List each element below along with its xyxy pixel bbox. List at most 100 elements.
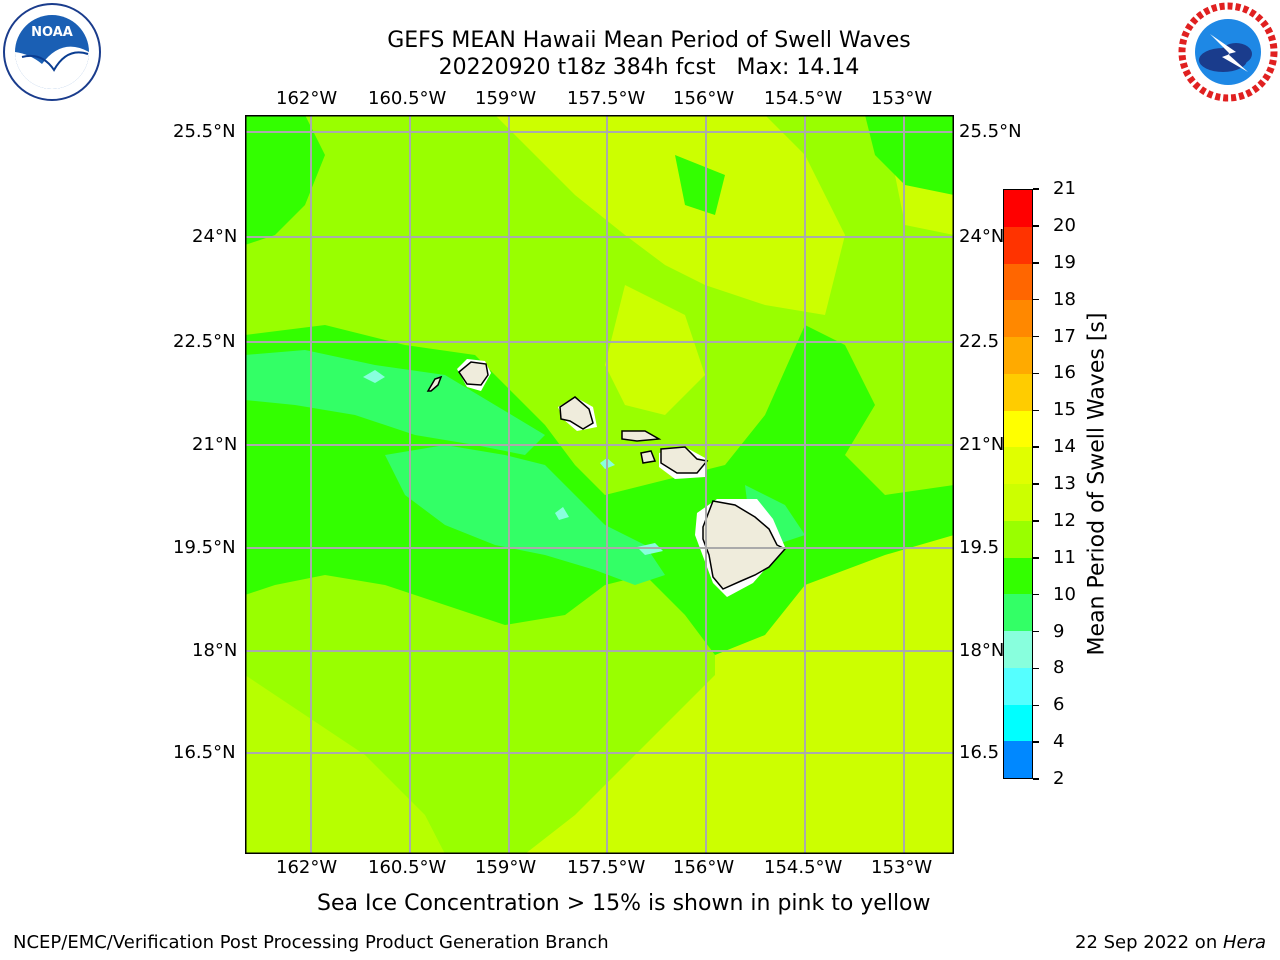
- lon-label-bottom: 156°W: [673, 857, 735, 878]
- lat-label-right: 24°N: [959, 226, 1005, 247]
- colorbar-tick-label: 9: [1053, 620, 1065, 642]
- lat-label-right: 16.5: [959, 742, 1000, 763]
- colorbar-tick-mark: [1033, 630, 1039, 633]
- island-maui: [660, 446, 709, 474]
- colorbar-tick-label: 11: [1053, 546, 1076, 568]
- lon-label-bottom: 159°W: [475, 857, 537, 878]
- lon-label-top: 160.5°W: [368, 88, 447, 109]
- hawaiian-islands[interactable]: [426, 361, 787, 590]
- lon-label-top: 153°W: [871, 88, 933, 109]
- colorbar-tick-mark: [1033, 778, 1039, 780]
- nws-logo: [1178, 2, 1278, 102]
- colorbar-tick-mark: [1033, 667, 1039, 670]
- noaa-logo-text: NOAA: [31, 25, 73, 40]
- colorbar-tick-mark: [1033, 409, 1039, 411]
- island-hawaii: [702, 500, 787, 590]
- colorbar: [1003, 189, 1033, 779]
- colorbar-segment: [1004, 704, 1032, 742]
- lon-label-top: 156°W: [673, 88, 735, 109]
- colorbar-tick-mark: [1033, 483, 1039, 485]
- lon-label-top: 157.5°W: [567, 88, 646, 109]
- map-title: GEFS MEAN Hawaii Mean Period of Swell Wa…: [387, 28, 911, 53]
- footer-host: Hera: [1222, 932, 1266, 953]
- colorbar-segment: [1004, 741, 1032, 778]
- colorbar-tick-label: 2: [1053, 768, 1065, 789]
- sea-ice-caption: Sea Ice Concentration > 15% is shown in …: [317, 891, 931, 916]
- colorbar-tick-label: 19: [1053, 251, 1076, 273]
- lat-label-right: 19.5: [959, 537, 1000, 558]
- colorbar-tick-mark: [1033, 520, 1039, 522]
- colorbar-tick-label: 20: [1053, 214, 1076, 236]
- colorbar-tick-label: 4: [1053, 731, 1065, 753]
- colorbar-tick-mark: [1033, 225, 1039, 227]
- colorbar-segment: [1004, 373, 1032, 411]
- colorbar-tick-mark: [1033, 335, 1039, 338]
- graticule: [245, 115, 954, 854]
- lat-label-left: 24°N: [192, 226, 238, 247]
- colorbar-segment: [1004, 667, 1032, 705]
- lon-label-top: 159°W: [475, 88, 537, 109]
- lat-label-right: 22.5: [959, 331, 1000, 352]
- colorbar-tick-label: 14: [1053, 436, 1076, 458]
- lat-label-left: 18°N: [192, 640, 238, 661]
- colorbar-tick-label: 13: [1053, 473, 1076, 494]
- colorbar-segment: [1004, 557, 1032, 595]
- colorbar-segment: [1004, 263, 1032, 301]
- colorbar-tick-label: 17: [1053, 325, 1076, 347]
- island-oahu: [559, 396, 594, 430]
- lon-label-bottom: 153°W: [871, 857, 933, 878]
- colorbar-segment: [1004, 520, 1032, 558]
- colorbar-ticks: 21 20 19 18 17 16 15 14 13 12 11 10 9 8 6 4 2: [1033, 179, 1083, 789]
- footer-right: 22 Sep 2022 on Hera: [1075, 932, 1266, 953]
- map-subtitle: 20220920 t18z 384h fcst Max: 14.14: [438, 55, 860, 80]
- colorbar-tick-mark: [1033, 741, 1039, 743]
- colorbar-segment: [1004, 226, 1032, 264]
- colorbar-segment: [1004, 484, 1032, 521]
- lat-label-right: 18°N: [959, 640, 1005, 661]
- colorbar-segment: [1004, 300, 1032, 337]
- lat-label-left: 21°N: [192, 434, 238, 455]
- colorbar-tick-label: 8: [1053, 657, 1065, 679]
- colorbar-tick-label: 10: [1053, 583, 1076, 605]
- colorbar-tick-label: 15: [1053, 399, 1076, 421]
- colorbar-tick-mark: [1033, 262, 1039, 264]
- noaa-logo: NOAA: [3, 3, 101, 101]
- swell-9-10-region: [363, 370, 663, 555]
- colorbar-tick-label: 16: [1053, 362, 1076, 384]
- island-lanai: [640, 450, 657, 464]
- colorbar-tick-label: 21: [1053, 178, 1076, 199]
- lat-label-left: 25.5°N: [173, 121, 236, 142]
- lon-label-bottom: 162°W: [276, 857, 338, 878]
- footer-left: NCEP/EMC/Verification Post Processing Pr…: [13, 932, 609, 953]
- island-molokai: [621, 430, 662, 442]
- lat-label-right: 21°N: [959, 434, 1005, 455]
- colorbar-tick-label: 12: [1053, 509, 1076, 531]
- colorbar-tick-mark: [1033, 704, 1039, 706]
- colorbar-segment: [1004, 631, 1032, 668]
- lat-label-left: 22.5°N: [173, 331, 236, 352]
- colorbar-tick-mark: [1033, 298, 1039, 301]
- lon-label-bottom: 160.5°W: [368, 857, 447, 878]
- map-frame: [245, 115, 954, 854]
- lon-label-bottom: 154.5°W: [764, 857, 843, 878]
- island-niihau: [426, 375, 443, 392]
- lon-label-top: 154.5°W: [764, 88, 843, 109]
- colorbar-label: Mean Period of Swell Waves [s]: [1084, 312, 1110, 656]
- lat-label-left: 16.5°N: [173, 742, 236, 763]
- colorbar-tick-mark: [1033, 593, 1039, 596]
- lon-label-bottom: 157.5°W: [567, 857, 646, 878]
- colorbar-segment: [1004, 594, 1032, 631]
- swell-10-11-region: [245, 350, 805, 585]
- colorbar-tick-mark: [1033, 557, 1039, 559]
- map-plot[interactable]: [245, 115, 954, 854]
- colorbar-segment: [1004, 337, 1032, 374]
- colorbar-segment: [1004, 190, 1032, 227]
- lat-label-right: 25.5°N: [959, 121, 1022, 142]
- footer-date: 22 Sep 2022 on: [1075, 932, 1223, 953]
- colorbar-tick-label: 6: [1053, 694, 1065, 716]
- colorbar-segment: [1004, 447, 1032, 484]
- colorbar-tick-label: 18: [1053, 288, 1076, 310]
- island-kauai: [458, 361, 489, 386]
- colorbar-tick-mark: [1033, 446, 1039, 448]
- lon-label-top: 162°W: [276, 88, 338, 109]
